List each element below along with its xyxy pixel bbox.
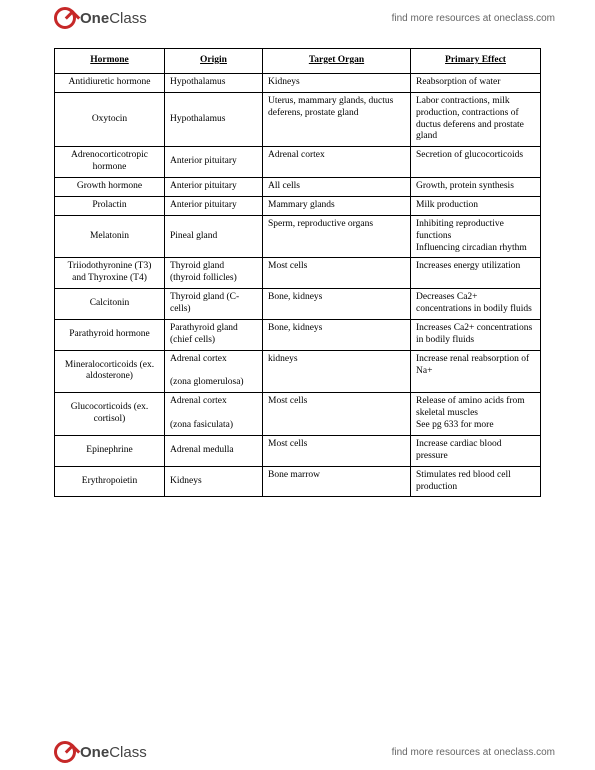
cell-e: Secretion of glucocorticoids: [411, 147, 541, 178]
cell-t: Bone, kidneys: [263, 289, 411, 320]
cell-t: Mammary glands: [263, 196, 411, 215]
col-header-origin: Origin: [165, 49, 263, 74]
page-footer: OneClass find more resources at oneclass…: [0, 734, 595, 770]
table-row: OxytocinHypothalamusUterus, mammary glan…: [55, 92, 541, 147]
cell-e: Release of amino acids from skeletal mus…: [411, 393, 541, 436]
col-header-target: Target Organ: [263, 49, 411, 74]
col-header-effect: Primary Effect: [411, 49, 541, 74]
table-row: Growth hormoneAnterior pituitaryAll cell…: [55, 178, 541, 197]
cell-o: Thyroid gland (thyroid follicles): [165, 258, 263, 289]
cell-t: Uterus, mammary glands, ductus deferens,…: [263, 92, 411, 147]
cell-e: Increases Ca2+ concentrations in bodily …: [411, 319, 541, 350]
cell-e: Growth, protein synthesis: [411, 178, 541, 197]
cell-o: Parathyroid gland (chief cells): [165, 319, 263, 350]
logo-text: OneClass: [80, 744, 147, 761]
cell-e: Labor contractions, milk production, con…: [411, 92, 541, 147]
cell-o: Anterior pituitary: [165, 147, 263, 178]
cell-t: Most cells: [263, 393, 411, 436]
cell-o: Hypothalamus: [165, 73, 263, 92]
cell-e: Increases energy utilization: [411, 258, 541, 289]
cell-e: Inhibiting reproductive functionsInfluen…: [411, 215, 541, 258]
cell-o: Adrenal cortex (zona fasiculata): [165, 393, 263, 436]
table-row: EpinephrineAdrenal medullaMost cellsIncr…: [55, 435, 541, 466]
cell-t: kidneys: [263, 350, 411, 393]
cell-h: Calcitonin: [55, 289, 165, 320]
cell-t: Kidneys: [263, 73, 411, 92]
table-row: CalcitoninThyroid gland (C-cells)Bone, k…: [55, 289, 541, 320]
cell-t: Sperm, reproductive organs: [263, 215, 411, 258]
cell-h: Erythropoietin: [55, 466, 165, 497]
brand-logo-footer: OneClass: [54, 741, 147, 763]
page-content: Hormone Origin Target Organ Primary Effe…: [54, 48, 540, 497]
cell-o: Adrenal cortex (zona glomerulosa): [165, 350, 263, 393]
table-header-row: Hormone Origin Target Organ Primary Effe…: [55, 49, 541, 74]
cell-o: Anterior pituitary: [165, 178, 263, 197]
table-row: Antidiuretic hormoneHypothalamusKidneysR…: [55, 73, 541, 92]
table-row: Mineralocorticoids (ex. aldosterone)Adre…: [55, 350, 541, 393]
cell-e: Increase cardiac blood pressure: [411, 435, 541, 466]
cell-h: Oxytocin: [55, 92, 165, 147]
cell-t: Most cells: [263, 435, 411, 466]
cell-h: Glucocorticoids (ex. cortisol): [55, 393, 165, 436]
cell-h: Melatonin: [55, 215, 165, 258]
table-row: MelatoninPineal glandSperm, reproductive…: [55, 215, 541, 258]
cell-h: Mineralocorticoids (ex. aldosterone): [55, 350, 165, 393]
cell-h: Epinephrine: [55, 435, 165, 466]
table-row: Adrenocorticotropic hormoneAnterior pitu…: [55, 147, 541, 178]
cell-e: Stimulates red blood cell production: [411, 466, 541, 497]
cell-t: All cells: [263, 178, 411, 197]
col-header-hormone: Hormone: [55, 49, 165, 74]
hormone-table: Hormone Origin Target Organ Primary Effe…: [54, 48, 541, 497]
cell-e: Milk production: [411, 196, 541, 215]
table-row: Glucocorticoids (ex. cortisol)Adrenal co…: [55, 393, 541, 436]
cell-t: Most cells: [263, 258, 411, 289]
cell-o: Adrenal medulla: [165, 435, 263, 466]
cell-e: Reabsorption of water: [411, 73, 541, 92]
cell-h: Triiodothyronine (T3) and Thyroxine (T4): [55, 258, 165, 289]
logo-text: OneClass: [80, 10, 147, 27]
footer-tagline: find more resources at oneclass.com: [392, 747, 555, 758]
table-body: Antidiuretic hormoneHypothalamusKidneysR…: [55, 73, 541, 497]
cell-h: Adrenocorticotropic hormone: [55, 147, 165, 178]
cell-o: Hypothalamus: [165, 92, 263, 147]
cell-h: Prolactin: [55, 196, 165, 215]
table-row: ErythropoietinKidneysBone marrowStimulat…: [55, 466, 541, 497]
table-row: Parathyroid hormoneParathyroid gland (ch…: [55, 319, 541, 350]
table-row: ProlactinAnterior pituitaryMammary gland…: [55, 196, 541, 215]
cell-t: Adrenal cortex: [263, 147, 411, 178]
cell-t: Bone, kidneys: [263, 319, 411, 350]
page-header: OneClass find more resources at oneclass…: [0, 0, 595, 36]
logo-icon: [54, 7, 76, 29]
cell-t: Bone marrow: [263, 466, 411, 497]
cell-h: Antidiuretic hormone: [55, 73, 165, 92]
cell-o: Anterior pituitary: [165, 196, 263, 215]
brand-logo: OneClass: [54, 7, 147, 29]
cell-h: Growth hormone: [55, 178, 165, 197]
cell-o: Thyroid gland (C-cells): [165, 289, 263, 320]
logo-icon: [54, 741, 76, 763]
table-row: Triiodothyronine (T3) and Thyroxine (T4)…: [55, 258, 541, 289]
cell-o: Kidneys: [165, 466, 263, 497]
cell-o: Pineal gland: [165, 215, 263, 258]
cell-h: Parathyroid hormone: [55, 319, 165, 350]
cell-e: Increase renal reabsorption of Na+: [411, 350, 541, 393]
header-tagline: find more resources at oneclass.com: [392, 13, 555, 24]
cell-e: Decreases Ca2+ concentrations in bodily …: [411, 289, 541, 320]
